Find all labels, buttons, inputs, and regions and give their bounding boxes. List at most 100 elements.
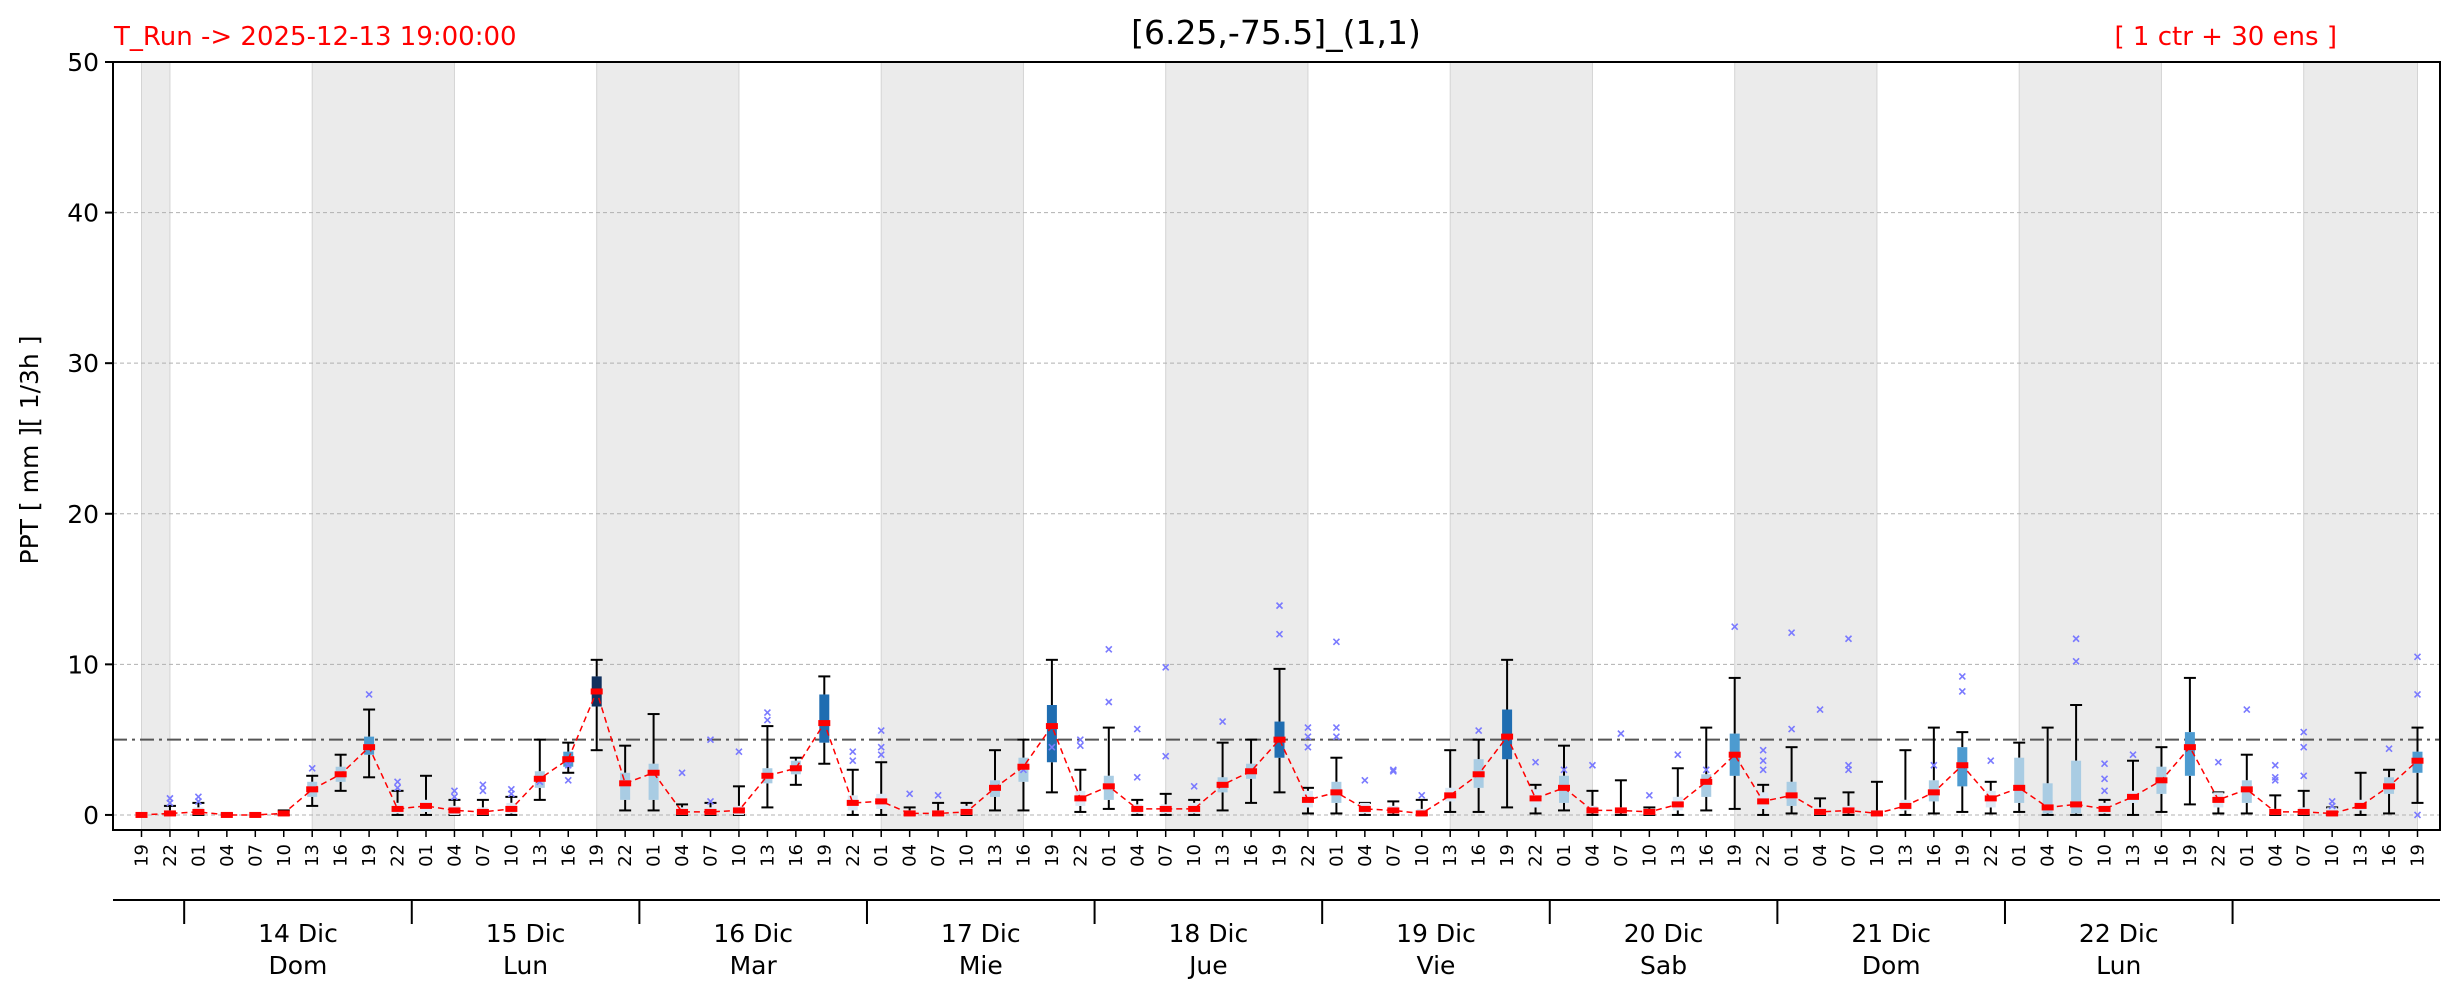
outlier-stroke xyxy=(1076,736,1084,744)
x-tick-label: 19 xyxy=(2180,844,2201,867)
median-marker xyxy=(1757,798,1770,805)
box-iqr xyxy=(2184,732,2195,776)
median-marker xyxy=(875,798,888,805)
outlier-point xyxy=(2100,787,2109,795)
night-band xyxy=(2019,62,2162,830)
median-marker xyxy=(2155,777,2168,784)
outlier-point xyxy=(2300,772,2308,780)
median-marker xyxy=(1842,807,1855,814)
x-tick-label: 16 xyxy=(1469,844,1490,867)
x-tick-label: 01 xyxy=(1326,844,1347,867)
outlier-point xyxy=(1304,724,1312,732)
outlier-point xyxy=(2243,705,2251,714)
median-marker xyxy=(590,688,603,695)
outlier-stroke xyxy=(479,787,487,795)
outlier-point xyxy=(2100,775,2109,783)
day-date-label: 19 Dic xyxy=(1396,919,1476,948)
outlier-point xyxy=(1361,776,1369,784)
outlier-stroke xyxy=(1304,743,1312,751)
x-tick-label: 10 xyxy=(501,844,522,867)
median-marker xyxy=(619,780,632,787)
outlier-point xyxy=(2100,760,2109,768)
x-tick-label: 13 xyxy=(530,844,551,867)
outlier-stroke xyxy=(1588,761,1597,769)
outlier-stroke xyxy=(2100,760,2109,768)
outlier-point xyxy=(877,743,885,751)
outlier-point xyxy=(849,757,857,765)
outlier-stroke xyxy=(2271,761,2279,769)
outlier-point xyxy=(877,751,885,759)
x-tick-label: 13 xyxy=(757,844,778,867)
night-band xyxy=(1450,62,1593,830)
median-marker xyxy=(989,784,1001,791)
y-tick-label: 0 xyxy=(83,801,99,830)
x-tick-label: 07 xyxy=(1156,844,1177,867)
outlier-point xyxy=(1332,724,1340,732)
outlier-point xyxy=(564,761,572,769)
median-marker xyxy=(334,771,347,778)
median-marker xyxy=(761,772,774,779)
outlier-layer xyxy=(166,602,2422,819)
outlier-stroke xyxy=(1475,727,1483,735)
outlier-stroke xyxy=(1332,724,1340,732)
outlier-stroke xyxy=(1190,782,1198,790)
x-tick-label: 13 xyxy=(302,844,323,867)
outlier-stroke xyxy=(1702,766,1710,774)
outlier-point xyxy=(1674,751,1682,759)
x-tick-label: 13 xyxy=(1213,844,1234,867)
outlier-point xyxy=(906,790,914,798)
y-tick-label: 30 xyxy=(67,349,99,378)
outlier-stroke xyxy=(877,743,885,751)
x-tick-label: 19 xyxy=(1497,844,1518,867)
outlier-stroke xyxy=(678,769,686,777)
outlier-point xyxy=(1133,773,1141,781)
x-tick-label: 07 xyxy=(1839,844,1860,867)
median-marker xyxy=(2212,796,2225,803)
outlier-stroke xyxy=(1674,751,1682,759)
outlier-point xyxy=(479,781,487,789)
box-iqr xyxy=(2071,760,2082,814)
median-marker xyxy=(391,805,404,812)
median-marker xyxy=(2098,805,2111,812)
outlier-stroke xyxy=(1105,645,1113,653)
axes-layer xyxy=(105,61,2441,924)
outlier-point xyxy=(1076,742,1084,750)
x-tick-label: 16 xyxy=(1241,844,1262,867)
x-tick-label: 07 xyxy=(473,844,494,867)
outlier-stroke xyxy=(2243,705,2251,714)
outlier-stroke xyxy=(1645,791,1653,799)
outlier-point xyxy=(365,690,373,699)
outlier-point xyxy=(1275,602,1284,610)
outlier-stroke xyxy=(2300,772,2308,780)
x-tick-label: 13 xyxy=(1668,844,1689,867)
night-band xyxy=(141,62,170,830)
median-marker xyxy=(2013,784,2026,791)
outlier-stroke xyxy=(1759,746,1767,754)
outlier-point xyxy=(1844,635,1853,643)
median-marker xyxy=(1984,795,1997,802)
x-tick-label: 07 xyxy=(928,844,949,867)
outlier-stroke xyxy=(2100,775,2109,783)
x-tick-label: 07 xyxy=(2066,844,2087,867)
x-tick-label: 22 xyxy=(160,844,181,867)
outlier-stroke xyxy=(564,761,572,769)
outlier-stroke xyxy=(1418,791,1426,799)
x-tick-label: 01 xyxy=(644,844,665,867)
outlier-stroke xyxy=(1162,663,1170,671)
outlier-point xyxy=(934,791,942,799)
median-marker xyxy=(1159,805,1172,812)
median-marker xyxy=(363,744,376,751)
x-tick-label: 10 xyxy=(1412,844,1433,867)
x-tick-label: 01 xyxy=(1782,844,1803,867)
median-marker xyxy=(1387,807,1400,814)
outlier-stroke xyxy=(2072,657,2080,665)
median-marker xyxy=(505,805,518,812)
median-marker xyxy=(2127,793,2139,800)
night-shading-layer xyxy=(141,62,2418,830)
x-tick-label: 19 xyxy=(587,844,608,867)
x-tick-label: 04 xyxy=(1582,844,1603,867)
outlier-point xyxy=(166,794,174,802)
median-marker xyxy=(1444,792,1457,799)
y-tick-label: 40 xyxy=(67,199,99,228)
median-marker xyxy=(903,810,916,817)
